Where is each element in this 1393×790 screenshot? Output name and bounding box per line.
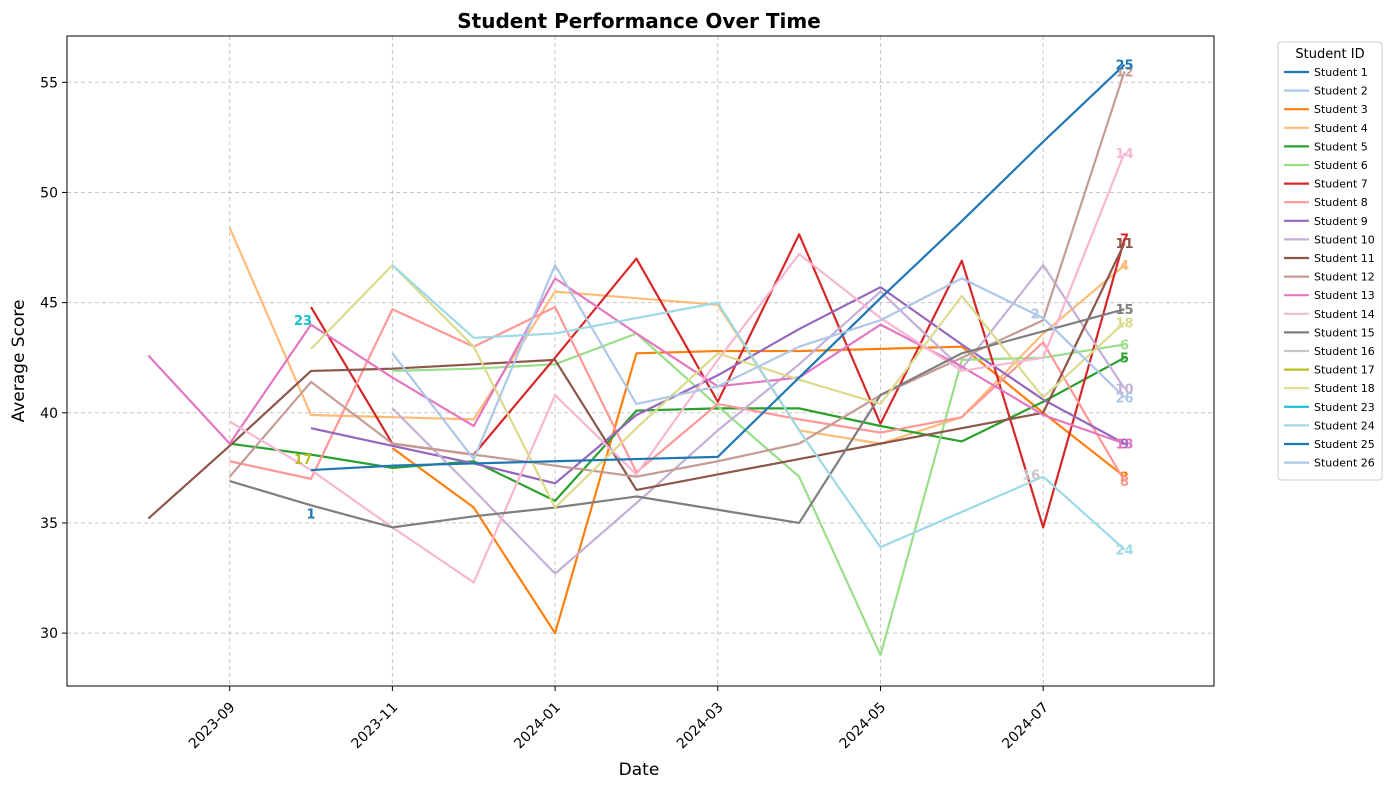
series-line-18 [310, 264, 1126, 509]
series-line-14 [229, 152, 1126, 584]
legend-label-1: Student 1 [1314, 66, 1368, 79]
legend-label-10: Student 10 [1314, 233, 1375, 246]
series-line-4 [228, 227, 1126, 445]
series-end-label-9: 9 [1120, 438, 1129, 453]
grid-lines [67, 36, 1214, 686]
series-line-10 [391, 264, 1126, 575]
series-end-label-17: 17 [294, 453, 312, 468]
y-tick-label: 50 [40, 185, 58, 201]
x-tick-label: 2023-09 [186, 700, 239, 753]
series-end-label-18: 18 [1115, 316, 1133, 331]
series-end-label-12: 12 [1115, 65, 1133, 80]
x-tick-label: 2023-11 [349, 700, 402, 753]
legend-label-8: Student 8 [1314, 196, 1368, 209]
legend-label-24: Student 24 [1314, 419, 1375, 432]
legend-items: Student 1 Student 2 Student 3 Student 4 Stud… [1284, 66, 1375, 470]
series-end-label-16: 16 [1022, 468, 1040, 483]
x-tick-label: 2024-05 [837, 700, 890, 753]
legend-label-6: Student 6 [1314, 159, 1368, 172]
series-line-13 [147, 277, 1125, 445]
series-end-label-24: 24 [1115, 543, 1133, 558]
series-line-9 [310, 286, 1126, 485]
x-tick-label: 2024-01 [511, 700, 564, 753]
series-end-label-14: 14 [1115, 147, 1133, 162]
y-axis-ticks: 30 35 40 45 50 55 [40, 75, 67, 642]
x-axis-label: Date [619, 760, 660, 780]
legend-label-18: Student 18 [1314, 382, 1375, 395]
legend-label-23: Student 23 [1314, 401, 1375, 414]
series-end-label-8: 8 [1120, 475, 1129, 490]
series-line-8 [229, 305, 1126, 482]
series-end-label-26: 26 [1115, 391, 1133, 406]
series-end-label-2: 2 [1031, 308, 1040, 323]
chart-title: Student Performance Over Time [457, 9, 821, 33]
x-axis-ticks: 2023-09 2023-11 2024-01 2024-03 2024-05 2024-… [186, 686, 1052, 752]
y-tick-label: 55 [40, 75, 58, 91]
legend-label-15: Student 15 [1314, 326, 1375, 339]
x-tick-label: 2024-03 [674, 700, 727, 753]
series-line-6 [392, 332, 1125, 657]
legend-label-13: Student 13 [1314, 289, 1375, 302]
series-end-label-11: 11 [1115, 237, 1133, 252]
series-line-11 [147, 242, 1126, 520]
legend-label-17: Student 17 [1314, 364, 1375, 377]
series-line-15 [229, 308, 1125, 529]
series-lines [147, 63, 1126, 657]
legend-label-14: Student 14 [1314, 308, 1375, 321]
legend-label-7: Student 7 [1314, 178, 1368, 191]
y-tick-label: 30 [40, 626, 58, 642]
legend-label-11: Student 11 [1314, 252, 1375, 265]
legend-label-26: Student 26 [1314, 457, 1375, 470]
legend-label-2: Student 2 [1314, 85, 1368, 98]
legend-label-12: Student 12 [1314, 271, 1375, 284]
series-end-label-23: 23 [294, 314, 312, 329]
x-tick-label: 2024-07 [999, 700, 1052, 753]
series-end-label-15: 15 [1115, 303, 1133, 318]
series-end-label-13: 13 [1115, 438, 1133, 453]
series-line-5 [229, 356, 1126, 503]
legend-label-3: Student 3 [1314, 103, 1368, 116]
y-tick-label: 45 [40, 296, 58, 312]
series-line-26 [391, 264, 1126, 461]
series-end-label-10: 10 [1115, 383, 1133, 398]
y-tick-label: 35 [40, 516, 58, 532]
series-end-label-5: 5 [1120, 352, 1129, 367]
y-axis-label: Average Score [9, 300, 29, 423]
series-line-12 [228, 70, 1126, 478]
legend-label-5: Student 5 [1314, 140, 1368, 153]
series-end-label-4: 4 [1120, 259, 1129, 274]
series-end-label-3: 3 [1120, 471, 1129, 486]
series-line-25 [310, 63, 1126, 472]
y-tick-label: 40 [40, 406, 58, 422]
series-end-label-6: 6 [1120, 338, 1129, 353]
series-end-label-25: 25 [1115, 59, 1133, 74]
series-end-label-7: 7 [1120, 233, 1129, 248]
legend-label-4: Student 4 [1314, 122, 1368, 135]
legend-label-25: Student 25 [1314, 438, 1375, 451]
legend-title: Student ID [1295, 47, 1364, 62]
legend-label-9: Student 9 [1314, 215, 1368, 228]
plot-frame [66, 35, 1215, 687]
legend-label-16: Student 16 [1314, 345, 1375, 358]
series-end-label-1: 1 [307, 507, 316, 522]
